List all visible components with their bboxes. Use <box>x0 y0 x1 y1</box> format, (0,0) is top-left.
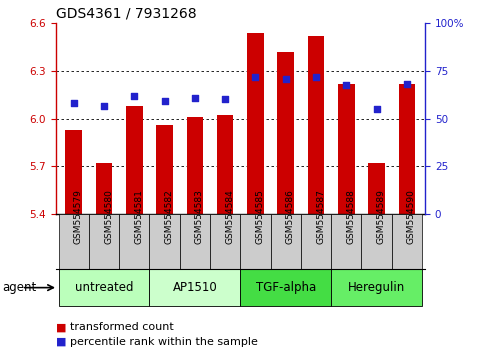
Bar <box>58 269 149 306</box>
Bar <box>58 214 89 269</box>
Bar <box>338 84 355 214</box>
Text: GSM554590: GSM554590 <box>407 189 416 244</box>
Text: AP1510: AP1510 <box>172 281 217 294</box>
Bar <box>210 214 241 269</box>
Text: ■: ■ <box>56 337 66 347</box>
Text: untreated: untreated <box>75 281 133 294</box>
Text: ■: ■ <box>56 322 66 332</box>
Text: transformed count: transformed count <box>70 322 174 332</box>
Point <box>161 98 169 104</box>
Bar <box>186 117 203 214</box>
Point <box>221 97 229 102</box>
Text: Heregulin: Heregulin <box>348 281 405 294</box>
Point <box>191 95 199 101</box>
Bar <box>392 214 422 269</box>
Point <box>130 93 138 99</box>
Bar <box>149 269 241 306</box>
Bar <box>331 269 422 306</box>
Point <box>252 74 259 80</box>
Text: GSM554579: GSM554579 <box>74 189 83 244</box>
Text: GSM554587: GSM554587 <box>316 189 325 244</box>
Bar <box>241 269 331 306</box>
Text: GSM554581: GSM554581 <box>134 189 143 244</box>
Text: percentile rank within the sample: percentile rank within the sample <box>70 337 258 347</box>
Text: TGF-alpha: TGF-alpha <box>256 281 316 294</box>
Point <box>70 100 78 105</box>
Point <box>100 103 108 109</box>
Point <box>373 106 381 112</box>
Bar <box>361 214 392 269</box>
Bar <box>89 214 119 269</box>
Text: GSM554582: GSM554582 <box>165 189 173 244</box>
Bar <box>119 214 149 269</box>
Text: GSM554583: GSM554583 <box>195 189 204 244</box>
Bar <box>241 214 270 269</box>
Text: GSM554588: GSM554588 <box>346 189 355 244</box>
Bar <box>331 214 361 269</box>
Bar <box>217 115 233 214</box>
Bar <box>308 36 325 214</box>
Point <box>282 76 290 81</box>
Bar <box>368 163 385 214</box>
Bar <box>277 52 294 214</box>
Bar <box>65 130 82 214</box>
Text: GSM554589: GSM554589 <box>377 189 385 244</box>
Bar <box>398 84 415 214</box>
Text: GSM554580: GSM554580 <box>104 189 113 244</box>
Bar <box>149 214 180 269</box>
Point <box>342 82 350 88</box>
Text: GSM554585: GSM554585 <box>256 189 264 244</box>
Bar <box>301 214 331 269</box>
Text: GSM554584: GSM554584 <box>225 189 234 244</box>
Text: GDS4361 / 7931268: GDS4361 / 7931268 <box>56 6 196 21</box>
Text: GSM554586: GSM554586 <box>286 189 295 244</box>
Bar <box>156 125 173 214</box>
Text: agent: agent <box>2 281 37 294</box>
Bar <box>270 214 301 269</box>
Bar <box>96 163 113 214</box>
Point <box>403 81 411 86</box>
Bar <box>247 33 264 214</box>
Point <box>312 74 320 80</box>
Bar <box>180 214 210 269</box>
Bar <box>126 106 142 214</box>
